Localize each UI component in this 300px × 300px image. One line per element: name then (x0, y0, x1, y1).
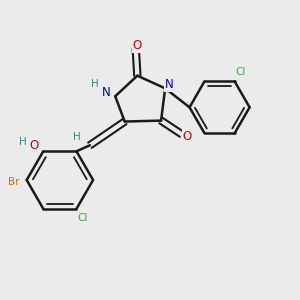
Text: H: H (74, 132, 81, 142)
Text: N: N (165, 78, 173, 91)
Text: Cl: Cl (78, 213, 88, 223)
Text: O: O (30, 139, 39, 152)
Text: H: H (91, 79, 98, 88)
Text: Cl: Cl (235, 68, 245, 77)
Text: O: O (183, 130, 192, 143)
Text: N: N (102, 86, 111, 99)
Text: Br: Br (8, 177, 19, 187)
Text: H: H (19, 137, 27, 147)
Text: O: O (133, 39, 142, 52)
